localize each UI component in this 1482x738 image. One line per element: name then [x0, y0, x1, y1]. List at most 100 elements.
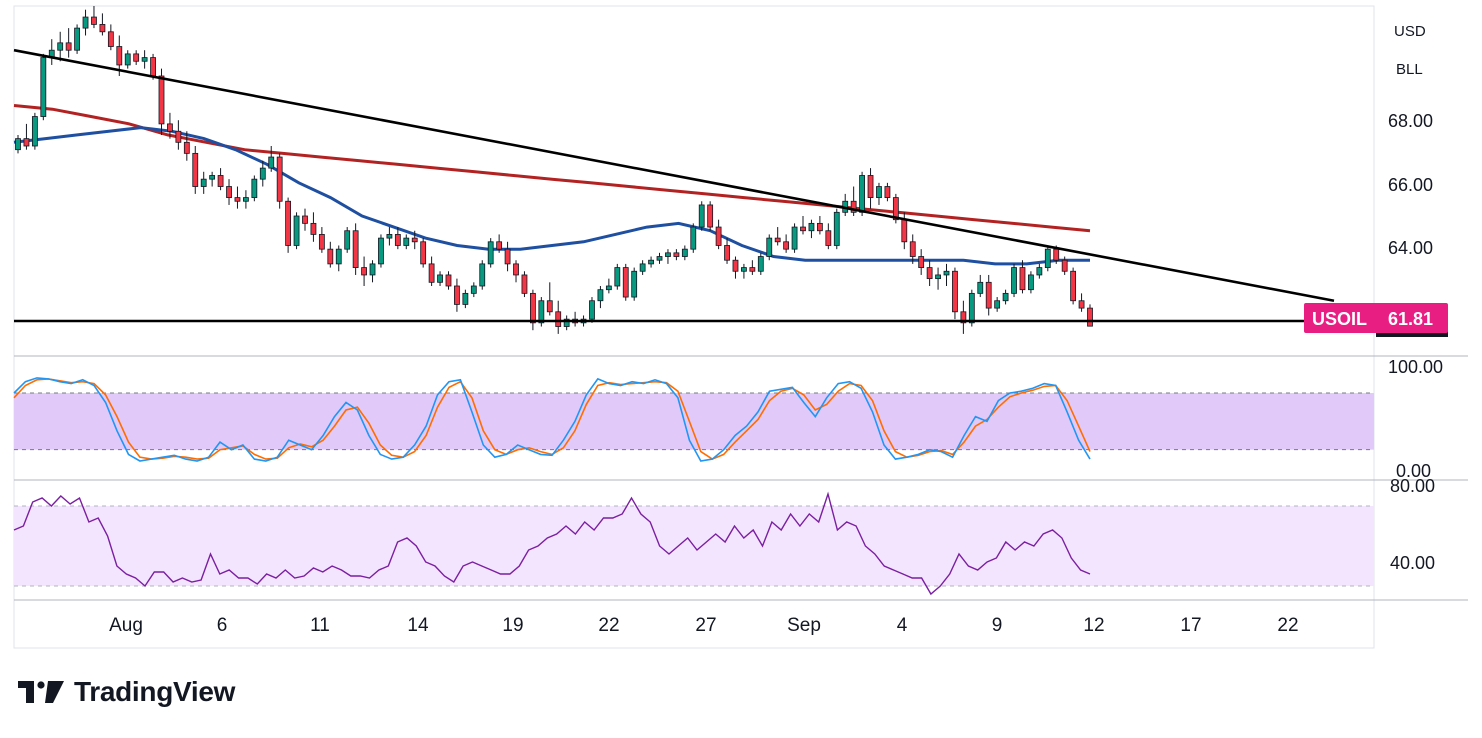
candle-body — [639, 263, 646, 272]
candle — [833, 208, 840, 250]
candle-body — [15, 138, 21, 151]
ma-fast-line — [13, 126, 1090, 266]
candle-body — [454, 285, 460, 305]
candle — [217, 168, 224, 191]
candle — [749, 260, 756, 275]
candle — [445, 271, 452, 290]
last-price-label: 61.81 — [1388, 309, 1433, 329]
ma-slow-line-layer — [13, 104, 1091, 233]
candle — [513, 260, 519, 283]
candle — [183, 131, 190, 161]
date-axis: Aug 6 11 14 19 22 27 Sep 4 9 12 17 22 — [109, 615, 1298, 636]
candle-body — [665, 252, 671, 257]
candle-body — [1002, 292, 1009, 302]
candle-body — [859, 175, 865, 213]
candle-body — [1011, 267, 1017, 294]
candle-body — [656, 256, 663, 261]
date-tick-label: 12 — [1083, 615, 1104, 636]
candle-body — [23, 138, 30, 147]
candle-body — [816, 222, 823, 232]
candle — [859, 171, 865, 216]
candle-body — [1070, 270, 1077, 302]
candle — [259, 160, 266, 187]
candle-body — [1078, 300, 1085, 309]
candle — [167, 112, 173, 139]
candle — [437, 271, 443, 286]
brand-name: TradingView — [74, 676, 236, 707]
tradingview-brand[interactable]: TradingView — [18, 676, 235, 708]
candle — [994, 297, 1001, 312]
candle — [91, 6, 97, 29]
candle-body — [276, 156, 283, 202]
candle — [698, 201, 705, 231]
candle — [462, 289, 469, 309]
rsi-tick-label: 80.00 — [1390, 476, 1435, 496]
candle-body — [209, 175, 216, 180]
candle-body — [589, 300, 595, 320]
candle — [563, 315, 570, 331]
date-tick-label: 6 — [217, 615, 228, 636]
stochastic-k-line — [13, 377, 1091, 462]
candle-body — [681, 248, 688, 257]
candle — [420, 238, 427, 268]
candle-body — [985, 281, 992, 309]
candle — [757, 252, 764, 275]
candle-body — [833, 211, 840, 246]
candle — [732, 256, 739, 279]
candle — [268, 146, 275, 172]
candle-body — [800, 226, 806, 232]
candle — [48, 39, 55, 65]
candle — [318, 227, 325, 253]
chart-canvas: USD BLL 68.00 66.00 64.00 USOIL 61.81 10… — [13, 5, 1468, 649]
candle — [335, 245, 342, 272]
candle-body — [437, 274, 443, 283]
candle-body — [968, 292, 975, 324]
candle-body — [850, 200, 857, 213]
candle — [1002, 289, 1009, 305]
candle-body — [791, 226, 798, 250]
candle-body — [183, 141, 190, 154]
candle-body — [876, 186, 882, 198]
candle — [285, 197, 292, 253]
candle — [546, 282, 553, 316]
candle — [251, 175, 258, 202]
candle — [293, 212, 300, 250]
candle — [234, 186, 241, 209]
unit-label: BLL — [1396, 61, 1423, 78]
candle — [555, 300, 562, 334]
candle-body — [538, 300, 545, 324]
candle — [622, 263, 629, 301]
candle — [15, 134, 21, 154]
candle — [302, 208, 308, 231]
candle — [327, 241, 334, 268]
candle-body — [513, 263, 519, 276]
candle-body — [504, 248, 511, 265]
candle-body — [310, 222, 317, 235]
candle-body — [724, 245, 730, 261]
candle-body — [141, 57, 148, 62]
date-tick-label: 22 — [1277, 615, 1298, 636]
candle-body — [648, 259, 654, 265]
candle-body — [977, 281, 984, 294]
candle — [1070, 267, 1077, 305]
candle — [394, 227, 401, 250]
candle — [715, 219, 722, 250]
candle — [867, 168, 874, 209]
candle — [673, 249, 680, 261]
candle — [572, 311, 579, 327]
candle-body — [107, 31, 114, 47]
candle-body — [825, 230, 832, 246]
stochastic-band — [14, 393, 1374, 450]
candle — [614, 263, 621, 290]
candle-body — [901, 219, 908, 243]
candle — [175, 120, 182, 150]
candle-body — [99, 24, 106, 33]
candle-body — [597, 289, 604, 302]
ma-fast-line-layer — [13, 126, 1090, 266]
date-tick-label: 14 — [407, 615, 429, 636]
candle-body — [251, 178, 258, 198]
candle — [209, 171, 216, 187]
candle — [985, 274, 992, 316]
candle — [783, 234, 790, 253]
candle-body — [766, 237, 773, 257]
